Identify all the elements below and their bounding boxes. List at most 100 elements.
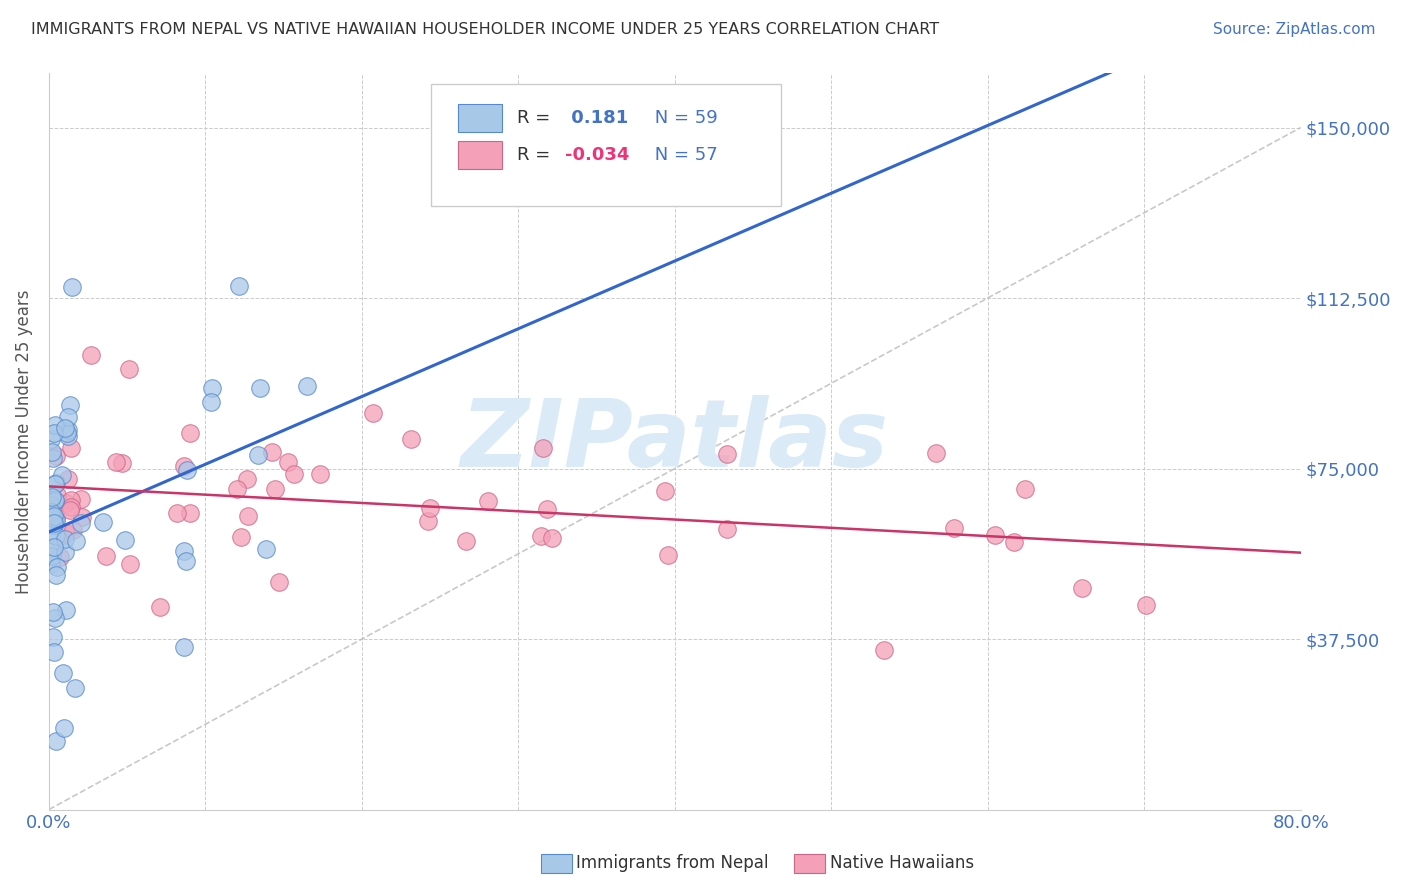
Point [200,381,222,395]
Text: Immigrants from Nepal: Immigrants from Nepal [576,855,769,872]
Text: N = 57: N = 57 [648,145,717,164]
Point [118,558,141,572]
Point [49,550,72,565]
Point [42,605,65,619]
Point [925,446,948,460]
Point [41,490,63,504]
Point [42,518,65,533]
Point [60,441,83,455]
Point [238,508,260,523]
Point [55,544,77,558]
Point [45,529,67,543]
Point [58,423,80,437]
Point [44,493,66,508]
Point [166,507,188,521]
Y-axis label: Householder Income Under 25 years: Householder Income Under 25 years [15,289,32,593]
Point [873,643,896,657]
Point [45,475,67,490]
Point [45,511,67,525]
Point [55,532,77,546]
Point [418,514,440,528]
Point [283,467,305,481]
Point [59,503,82,517]
Text: -0.034: -0.034 [565,145,628,164]
Point [44,417,66,432]
FancyBboxPatch shape [430,84,782,205]
Point [45,734,67,748]
Point [80,348,103,362]
Point [65,534,87,549]
Point [173,543,195,558]
Point [45,559,67,574]
Point [41,444,63,458]
Point [246,448,269,462]
Point [39,432,62,446]
Point [179,506,201,520]
Point [173,459,195,474]
Point [60,492,83,507]
Point [56,472,79,486]
Point [117,361,139,376]
Point [179,426,201,441]
Point [174,554,197,568]
Point [45,513,67,527]
Text: R =: R = [517,145,557,164]
Point [56,426,79,441]
Point [41,524,63,539]
Point [114,533,136,548]
Bar [458,103,502,132]
Point [42,516,65,531]
Point [70,510,93,524]
Text: 0.181: 0.181 [565,109,628,127]
Point [225,482,247,496]
Point [39,557,62,571]
Point [277,455,299,469]
Point [105,455,128,469]
Point [477,493,499,508]
Point [69,516,91,531]
Point [942,521,965,535]
Point [269,575,291,590]
Text: Source: ZipAtlas.com: Source: ZipAtlas.com [1212,22,1375,37]
Point [45,567,67,582]
Point [39,505,62,519]
Point [53,421,76,435]
Point [52,666,75,681]
Point [716,522,738,536]
Point [260,445,283,459]
Text: Native Hawaiians: Native Hawaiians [830,855,974,872]
Point [176,463,198,477]
Point [530,529,553,543]
Point [42,511,65,525]
Point [55,526,77,541]
Point [42,645,65,659]
Point [657,548,679,562]
Point [55,496,77,510]
Point [44,494,66,508]
Point [228,279,250,293]
Point [42,631,65,645]
Text: N = 59: N = 59 [648,109,717,127]
Point [45,449,67,463]
Point [200,394,222,409]
Point [51,467,73,482]
Point [1014,482,1036,496]
Point [44,611,66,625]
Bar [458,141,502,169]
Point [93,515,115,529]
Point [541,531,564,545]
Point [363,406,385,420]
Point [63,681,86,695]
Point [42,508,65,523]
Point [254,542,277,557]
Point [1135,598,1157,612]
Point [654,483,676,498]
Point [401,432,423,446]
Point [96,549,118,563]
Point [69,491,91,506]
Point [229,530,252,544]
Point [295,379,318,393]
Point [454,534,477,549]
Point [56,409,79,424]
Point [45,488,67,502]
